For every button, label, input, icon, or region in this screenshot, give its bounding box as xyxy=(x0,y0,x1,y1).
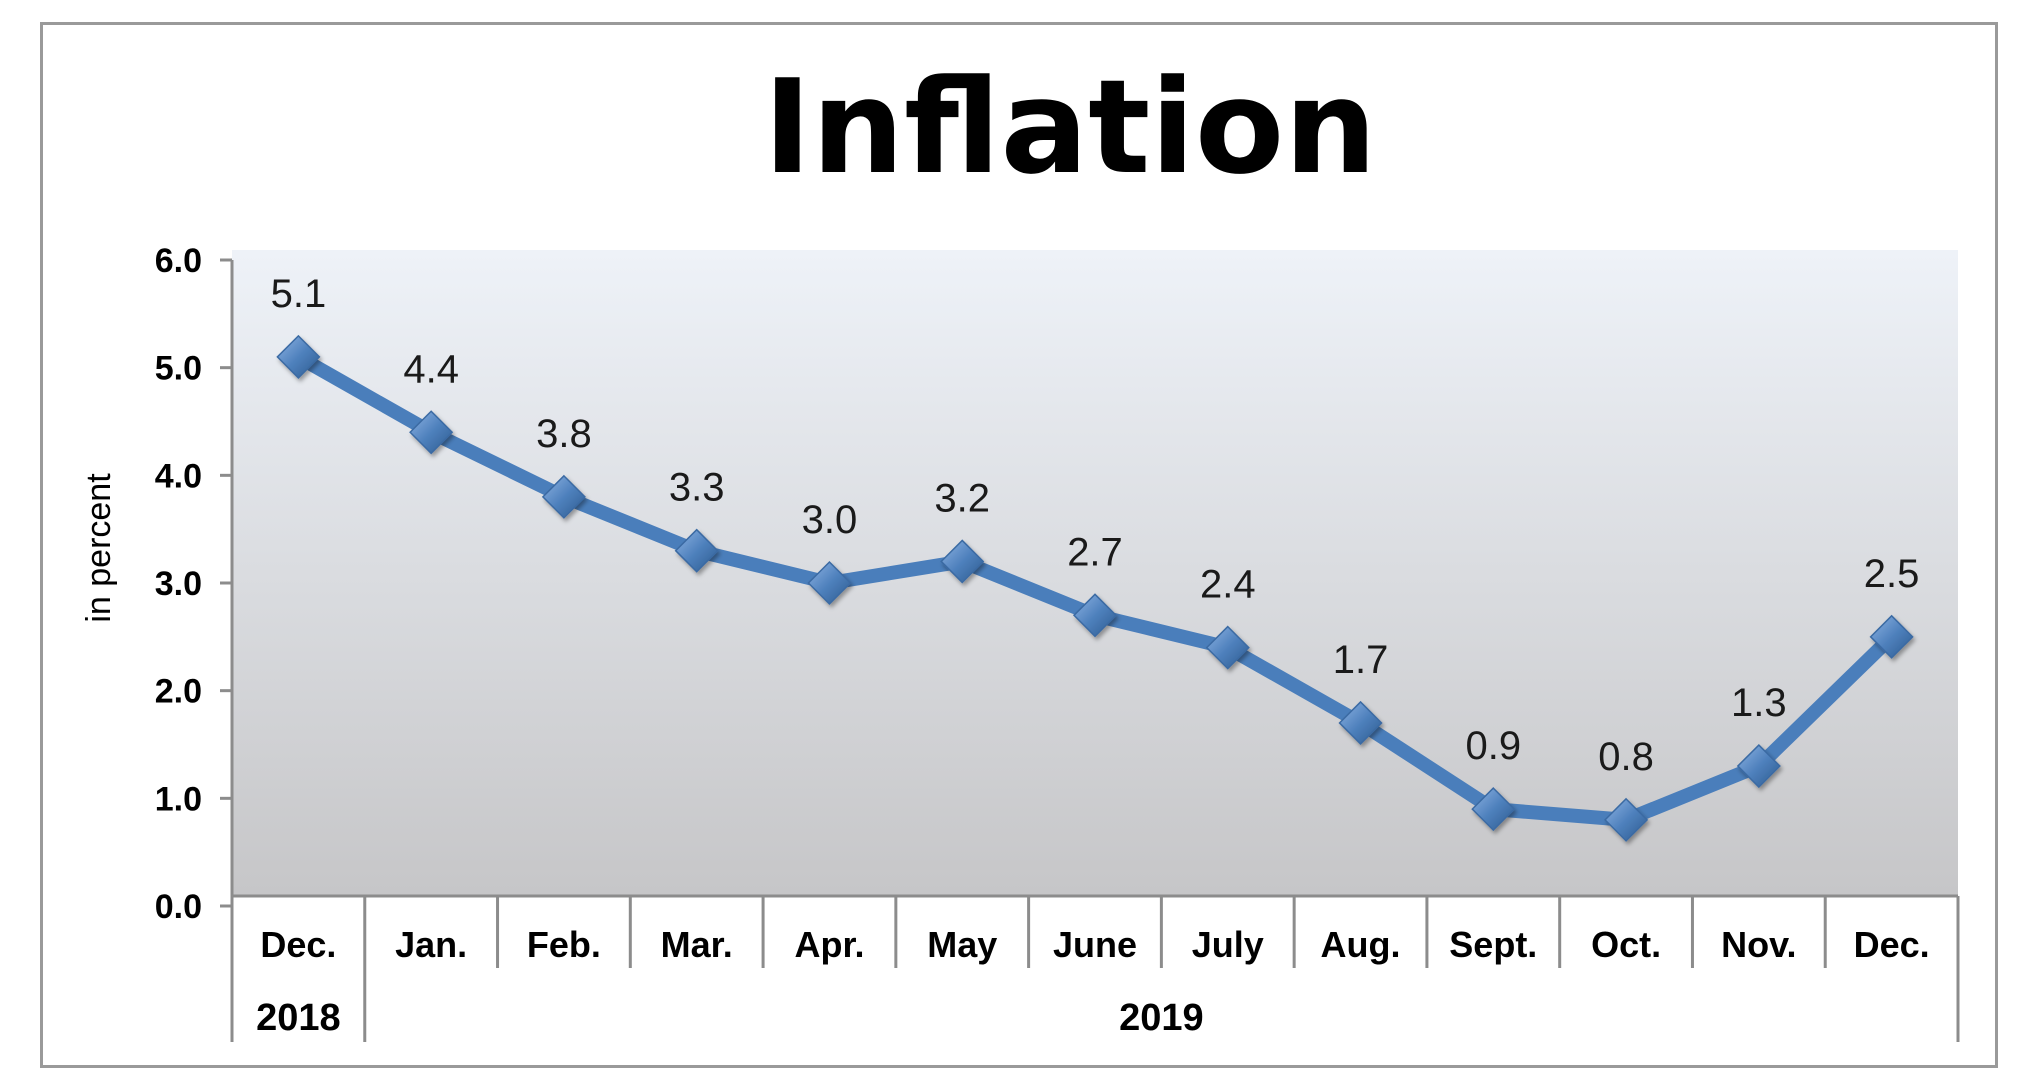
x-tick-label: Sept. xyxy=(1449,924,1537,965)
x-tick-label: Dec. xyxy=(260,924,336,965)
x-tick-label: Nov. xyxy=(1721,924,1796,965)
data-point-marker xyxy=(1604,797,1649,842)
x-tick-label: Feb. xyxy=(527,924,601,965)
x-tick-label: July xyxy=(1192,924,1264,965)
data-value-label: 3.2 xyxy=(934,476,990,520)
data-point-marker xyxy=(1205,625,1250,670)
x-tick-label: May xyxy=(927,924,997,965)
data-point-marker xyxy=(1736,743,1781,789)
y-tick-label: 0.0 xyxy=(155,888,202,926)
data-labels: 5.1 4.4 3.8 3.3 3.0 3.2 2.7 2.4 1.7 0.9 0.8 1.3 2.5 xyxy=(271,272,1920,779)
data-point-marker xyxy=(807,560,852,606)
data-point-marker xyxy=(1471,787,1516,832)
data-point-marker xyxy=(1072,593,1118,638)
data-value-label: 3.3 xyxy=(669,466,725,510)
y-axis: 0.0 1.0 2.0 3.0 4.0 5.0 6.0 xyxy=(155,242,234,926)
chart-title: Inflation xyxy=(763,51,1377,203)
x-tick-label: Mar. xyxy=(661,924,733,965)
y-tick-label: 4.0 xyxy=(155,457,202,495)
x-tick-label: Jan. xyxy=(395,924,467,965)
data-value-label: 2.4 xyxy=(1200,563,1256,607)
data-value-label: 4.4 xyxy=(403,347,459,391)
data-value-label: 0.8 xyxy=(1598,735,1654,779)
y-tick-label: 1.0 xyxy=(155,780,202,818)
data-point-marker xyxy=(1338,700,1383,746)
y-tick-label: 5.0 xyxy=(155,350,202,388)
x-tick-label: Dec. xyxy=(1854,924,1930,965)
data-point-marker xyxy=(541,474,586,519)
x-axis: Dec. Jan. Feb. Mar. Apr. May June July Aug. Sept.… xyxy=(230,894,1960,1042)
data-value-label: 2.5 xyxy=(1864,552,1920,596)
x-year-label: 2019 xyxy=(1119,997,1204,1039)
y-tick-label: 3.0 xyxy=(155,565,202,603)
data-value-label: 5.1 xyxy=(271,272,327,316)
plot-area xyxy=(232,250,1958,896)
x-tick-label: Aug. xyxy=(1321,924,1401,965)
x-year-label: 2018 xyxy=(256,997,341,1039)
y-tick-label: 6.0 xyxy=(155,242,202,280)
data-point-marker xyxy=(1869,614,1914,659)
data-value-label: 1.3 xyxy=(1731,681,1787,725)
y-tick-label: 2.0 xyxy=(155,673,202,711)
x-tick-label: Apr. xyxy=(794,924,864,965)
data-point-marker xyxy=(674,528,719,573)
data-point-marker xyxy=(276,334,321,379)
data-point-marker xyxy=(940,539,985,584)
x-tick-label: Oct. xyxy=(1591,924,1661,965)
data-value-label: 1.7 xyxy=(1333,638,1389,682)
data-value-label: 0.9 xyxy=(1466,724,1522,768)
data-value-label: 3.0 xyxy=(802,498,858,542)
y-axis-title: in percent xyxy=(80,473,118,623)
data-markers xyxy=(276,334,1914,842)
data-value-label: 2.7 xyxy=(1067,530,1123,574)
x-tick-label: June xyxy=(1053,924,1137,965)
data-point-marker xyxy=(409,410,454,455)
data-value-label: 3.8 xyxy=(536,412,592,456)
